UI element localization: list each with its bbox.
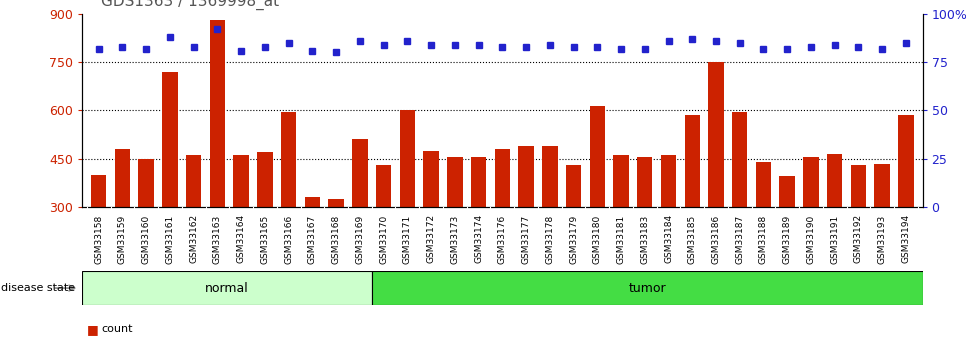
Text: GSM33183: GSM33183 xyxy=(640,214,649,264)
Bar xyxy=(851,165,867,207)
Bar xyxy=(519,146,534,207)
Bar xyxy=(91,175,106,207)
Text: normal: normal xyxy=(205,282,249,295)
Text: GSM33166: GSM33166 xyxy=(284,214,293,264)
Bar xyxy=(400,110,415,207)
Bar xyxy=(613,156,629,207)
Text: GSM33188: GSM33188 xyxy=(759,214,768,264)
Text: GSM33192: GSM33192 xyxy=(854,214,863,264)
Bar xyxy=(566,165,582,207)
Text: GSM33178: GSM33178 xyxy=(545,214,554,264)
Bar xyxy=(780,176,795,207)
Text: GSM33181: GSM33181 xyxy=(616,214,626,264)
Text: GSM33167: GSM33167 xyxy=(308,214,317,264)
Text: GSM33180: GSM33180 xyxy=(593,214,602,264)
Bar xyxy=(376,165,391,207)
Text: GSM33168: GSM33168 xyxy=(331,214,341,264)
Bar xyxy=(708,62,724,207)
Bar xyxy=(755,162,771,207)
Text: GSM33179: GSM33179 xyxy=(569,214,578,264)
Bar xyxy=(827,154,842,207)
Bar xyxy=(210,20,225,207)
Bar xyxy=(82,271,372,305)
Text: GSM33171: GSM33171 xyxy=(403,214,412,264)
Text: GSM33189: GSM33189 xyxy=(782,214,792,264)
Text: GSM33190: GSM33190 xyxy=(807,214,815,264)
Text: GSM33159: GSM33159 xyxy=(118,214,127,264)
Text: GSM33184: GSM33184 xyxy=(664,214,673,264)
Text: GSM33158: GSM33158 xyxy=(95,214,103,264)
Text: GSM33174: GSM33174 xyxy=(474,214,483,264)
Text: GSM33173: GSM33173 xyxy=(450,214,460,264)
Text: GDS1363 / 1369998_at: GDS1363 / 1369998_at xyxy=(101,0,279,10)
Text: GSM33172: GSM33172 xyxy=(427,214,436,264)
Bar xyxy=(186,156,201,207)
Bar xyxy=(328,199,344,207)
Text: ■: ■ xyxy=(87,323,99,336)
Bar xyxy=(353,139,368,207)
Text: GSM33161: GSM33161 xyxy=(165,214,175,264)
Bar xyxy=(589,106,605,207)
Text: GSM33177: GSM33177 xyxy=(522,214,530,264)
Text: GSM33170: GSM33170 xyxy=(379,214,388,264)
Text: GSM33164: GSM33164 xyxy=(237,214,245,264)
Bar xyxy=(661,156,676,207)
Bar xyxy=(732,112,748,207)
Text: GSM33165: GSM33165 xyxy=(261,214,270,264)
Bar xyxy=(257,152,272,207)
Bar xyxy=(874,164,890,207)
Bar xyxy=(495,149,510,207)
Bar xyxy=(423,151,439,207)
Text: GSM33186: GSM33186 xyxy=(712,214,721,264)
Text: GSM33169: GSM33169 xyxy=(355,214,364,264)
Bar xyxy=(470,157,486,207)
Text: tumor: tumor xyxy=(628,282,666,295)
Bar xyxy=(447,157,463,207)
Text: GSM33176: GSM33176 xyxy=(497,214,507,264)
Bar xyxy=(898,115,914,207)
Bar xyxy=(542,146,557,207)
Bar xyxy=(685,115,700,207)
Bar xyxy=(234,156,249,207)
Text: GSM33194: GSM33194 xyxy=(901,214,910,264)
Text: GSM33193: GSM33193 xyxy=(878,214,887,264)
Text: GSM33191: GSM33191 xyxy=(830,214,839,264)
Bar xyxy=(138,159,154,207)
Bar xyxy=(637,157,652,207)
Bar xyxy=(304,197,320,207)
Bar xyxy=(281,112,297,207)
Bar xyxy=(804,157,818,207)
Text: GSM33163: GSM33163 xyxy=(213,214,222,264)
Text: disease state: disease state xyxy=(1,283,75,293)
Bar xyxy=(372,271,923,305)
Bar xyxy=(162,72,178,207)
Bar xyxy=(115,149,130,207)
Text: GSM33185: GSM33185 xyxy=(688,214,696,264)
Text: GSM33162: GSM33162 xyxy=(189,214,198,264)
Text: GSM33160: GSM33160 xyxy=(142,214,151,264)
Text: count: count xyxy=(101,325,133,334)
Text: GSM33187: GSM33187 xyxy=(735,214,744,264)
